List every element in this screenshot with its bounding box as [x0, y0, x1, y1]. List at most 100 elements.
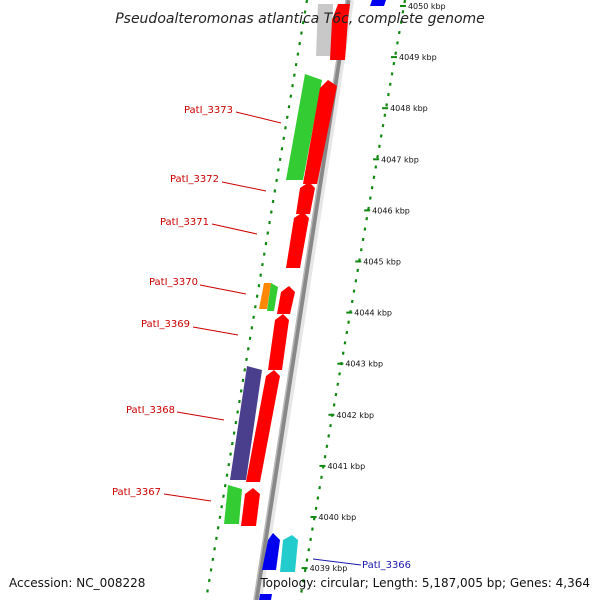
gene-forward-3370[interactable] — [277, 286, 295, 314]
gene-forward-top[interactable] — [330, 4, 350, 60]
gc-outer-dot — [394, 51, 398, 55]
gene-reverse-gray[interactable] — [316, 4, 333, 56]
gc-outer-dot — [309, 537, 312, 542]
kbp-tick-label: 4049 kbp — [399, 53, 437, 62]
gc-outer-dot — [338, 372, 341, 376]
gene-blue-top[interactable] — [370, 0, 386, 6]
gene-reverse-green-3373[interactable] — [286, 74, 322, 180]
gc-outer-dot — [370, 186, 374, 190]
gene-forward-3373[interactable] — [303, 80, 337, 184]
gc-outer-dot — [314, 506, 318, 511]
gc-outer-dot — [318, 486, 321, 490]
gene-labels: PatI_3373 PatI_3372 PatI_3371 PatI_3370 PatI… — [112, 105, 411, 571]
kbp-tick-marks — [301, 5, 406, 570]
gc-outer-dot — [378, 144, 381, 148]
gene-reverse-green-3367[interactable] — [224, 485, 242, 524]
gene-label[interactable]: PatI_3366 — [362, 560, 411, 571]
gc-outer-dot — [323, 454, 327, 459]
gc-outer-dot — [350, 299, 354, 304]
kbp-tick-label: 4046 kbp — [372, 206, 410, 215]
gc-outer-dot — [403, 0, 407, 4]
kbp-tick-label: 4043 kbp — [345, 360, 383, 369]
gc-outer-dot — [396, 41, 399, 45]
gc-outer-dot — [336, 382, 340, 386]
gc-content-track-outer — [298, 0, 407, 600]
forward-strand-genes — [241, 4, 350, 526]
kbp-tick-label: 4041 kbp — [327, 462, 365, 471]
gc-outer-dot — [399, 20, 403, 24]
gene-label-leader — [312, 558, 362, 566]
kbp-tick-label: 4047 kbp — [381, 155, 419, 164]
gene-reverse-purple-3368[interactable] — [230, 366, 262, 480]
kbp-tick-label: 4042 kbp — [336, 411, 374, 420]
gc-outer-dot — [365, 217, 369, 221]
gc-outer-dot — [334, 392, 338, 397]
gc-outer-dot — [325, 444, 329, 448]
gc-outer-dot — [341, 351, 345, 355]
gene-forward-3369[interactable] — [268, 314, 289, 370]
kbp-tick-label: 4045 kbp — [363, 258, 401, 267]
gc-outer-dot — [332, 403, 336, 407]
gene-label-leader — [192, 326, 239, 336]
gene-reverse-green-3370[interactable] — [267, 283, 278, 311]
gene-blue-bottom[interactable] — [259, 594, 272, 600]
gene-label[interactable]: PatI_3368 — [126, 405, 175, 416]
gene-cyan-3366[interactable] — [280, 535, 298, 572]
gene-forward-3368[interactable] — [246, 370, 280, 482]
gene-label-leader — [211, 223, 258, 235]
gc-outer-dot — [374, 165, 378, 169]
gc-outer-dot — [302, 579, 305, 583]
gc-outer-dot — [361, 237, 365, 242]
kbp-tick-label: 4044 kbp — [354, 309, 392, 318]
accession-text: Accession: NC_008228 — [9, 576, 146, 590]
gc-outer-dot — [390, 72, 394, 76]
gc-outer-dot — [401, 10, 405, 14]
gene-label-leader — [176, 411, 225, 421]
gene-label[interactable]: PatI_3369 — [141, 319, 190, 330]
gc-outer-dot — [311, 527, 314, 531]
topology-text: Topology: circular; Length: 5,187,005 bp… — [260, 576, 590, 590]
gene-forward-3372[interactable] — [296, 182, 315, 214]
gc-outer-dot — [320, 475, 323, 480]
gc-outer-dot — [345, 330, 349, 335]
gc-outer-dot — [356, 268, 360, 273]
gc-outer-dot — [352, 289, 356, 293]
gc-outer-dot — [327, 434, 331, 438]
gc-outer-dot — [372, 175, 376, 180]
gc-outer-dot — [303, 568, 307, 573]
gene-label[interactable]: PatI_3372 — [170, 174, 219, 185]
gc-outer-dot — [343, 341, 347, 345]
gc-outer-dot — [300, 589, 303, 593]
gene-blue-3366a[interactable] — [262, 533, 280, 570]
gc-outer-dot — [381, 123, 385, 128]
kbp-tick-labels: 4050 kbp 4049 kbp 4048 kbp 4047 kbp 4046 kbp… — [310, 2, 446, 573]
gene-label[interactable]: PatI_3370 — [149, 277, 198, 288]
gc-outer-dot — [305, 558, 309, 562]
reverse-strand-genes — [224, 4, 333, 524]
gc-outer-dot — [363, 227, 367, 231]
gene-forward-3367[interactable] — [241, 488, 260, 526]
map-title: Pseudoalteromonas atlantica T6c, complet… — [115, 11, 485, 27]
gene-label[interactable]: PatI_3373 — [184, 105, 233, 116]
gc-outer-dot — [387, 92, 390, 97]
gene-label-leader — [199, 284, 247, 295]
gc-outer-dot — [379, 134, 383, 138]
gene-label-leader — [163, 493, 212, 502]
gene-label[interactable]: PatI_3371 — [160, 217, 209, 228]
kbp-tick-label: 4040 kbp — [319, 513, 357, 522]
gene-reverse-orange-3370[interactable] — [259, 283, 271, 309]
gc-outer-dot — [316, 496, 320, 500]
kbp-tick-label: 4039 kbp — [310, 564, 348, 573]
kbp-tick-label: 4050 kbp — [408, 2, 446, 11]
bottom-genes — [259, 0, 386, 600]
gc-outer-dot — [376, 154, 379, 159]
gene-label[interactable]: PatI_3367 — [112, 487, 161, 498]
gc-outer-dot — [383, 113, 387, 117]
gc-outer-dot — [369, 196, 372, 200]
gc-outer-dot — [367, 206, 370, 211]
gc-outer-dot — [392, 61, 396, 66]
gene-label-leader — [221, 181, 267, 192]
gene-forward-3371[interactable] — [286, 212, 309, 268]
gc-outer-dot — [388, 82, 392, 86]
